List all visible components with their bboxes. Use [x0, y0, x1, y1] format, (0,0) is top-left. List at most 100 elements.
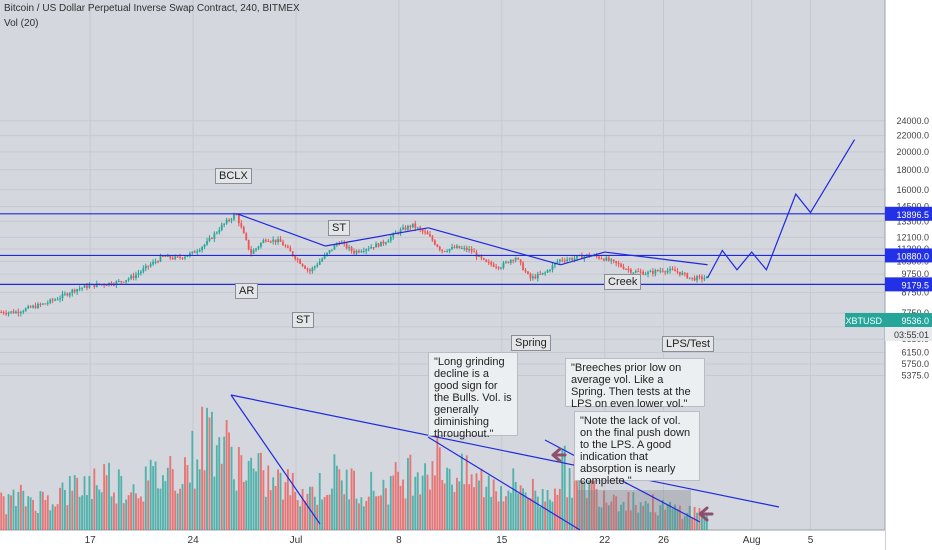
level-label-10880-bg [885, 248, 932, 263]
volume-bar [507, 490, 510, 530]
candle-body [139, 271, 142, 274]
volume-bar [389, 476, 392, 530]
candle-body [274, 239, 277, 243]
candle-body [431, 236, 434, 241]
candle-body [142, 268, 145, 272]
candle-body [652, 270, 654, 274]
volume-bar [541, 489, 544, 530]
volume-bar [110, 496, 113, 530]
candle-body [524, 270, 527, 272]
candle-body [350, 247, 353, 251]
candle-body [421, 229, 424, 232]
candle-body [409, 225, 412, 228]
candle-body [370, 247, 373, 249]
candle-body [627, 268, 630, 270]
volume-bar [61, 482, 64, 530]
candle-body [495, 266, 498, 268]
candle-body [389, 236, 392, 241]
countdown-label-bg [885, 327, 932, 341]
candle-body [164, 255, 167, 257]
volume-bar [225, 420, 228, 530]
volume-bar [377, 495, 380, 530]
candle-body [625, 268, 627, 270]
volume-bar [73, 475, 76, 530]
volume-bar [139, 496, 142, 530]
candle-body [269, 241, 272, 243]
volume-bar [250, 457, 253, 530]
candle-body [318, 261, 321, 265]
candle-body [634, 271, 637, 273]
volume-bar [59, 487, 61, 530]
candle-body [554, 263, 556, 266]
candle-body [132, 275, 135, 279]
volume-bar [105, 475, 108, 530]
candle-body [2, 312, 5, 314]
candle-body [301, 263, 304, 267]
y-tick-label: 6150.0 [901, 348, 929, 358]
candle-body [563, 260, 566, 262]
volume-bar [382, 479, 385, 530]
volume-bar [392, 475, 395, 530]
candle-body [54, 299, 57, 301]
candle-body [514, 257, 517, 261]
candle-body [458, 245, 461, 249]
volume-bar [345, 469, 348, 530]
candle-body [230, 219, 233, 221]
volume-bar [343, 494, 346, 530]
candle-body [309, 269, 311, 272]
candle-body [321, 258, 324, 262]
volume-bar [12, 489, 15, 530]
level-label-13896: 13896.5 [896, 210, 929, 220]
volume-bar [130, 492, 132, 530]
candle-body [402, 227, 404, 230]
volume-bar [539, 507, 542, 530]
candle-body [600, 258, 603, 260]
candle-body [355, 250, 358, 254]
volume-bar [578, 470, 581, 530]
volume-bar [7, 494, 10, 530]
volume-bar [29, 497, 32, 530]
volume-bar [181, 484, 184, 530]
volume-bar [568, 467, 571, 530]
volume-bar [299, 506, 302, 530]
candle-body [534, 276, 537, 279]
volume-bar [252, 468, 255, 530]
volume-bar [482, 497, 485, 530]
volume-bar [664, 509, 667, 530]
volume-bar [257, 453, 260, 530]
candle-body [51, 299, 54, 301]
candle-body [95, 283, 98, 287]
candle-body [233, 214, 235, 220]
volume-bar [590, 479, 593, 530]
volume-bar [549, 499, 551, 530]
volume-bar [399, 485, 402, 530]
volume-bar [605, 502, 608, 530]
volume-bar [240, 455, 243, 530]
volume-bar [544, 501, 547, 530]
candle-body [617, 263, 620, 265]
candle-body [505, 261, 507, 263]
volume-bar [468, 484, 471, 530]
candle-body [296, 259, 299, 261]
volume-bar [460, 453, 463, 530]
candle-body [566, 259, 569, 262]
volume-bar [573, 459, 576, 530]
candle-body [76, 289, 79, 292]
volume-bar [56, 504, 59, 530]
candle-body [316, 264, 319, 267]
volume-bar [274, 485, 277, 530]
volume-bar [446, 467, 449, 530]
volume-bar [593, 473, 596, 530]
volume-bar [17, 491, 20, 530]
volume-bar [414, 476, 417, 530]
candle-body [19, 312, 22, 314]
candle-body [517, 257, 520, 260]
candle-body [637, 271, 640, 273]
note-lack-of-vol: "Note the lack of vol. on the final push… [574, 411, 700, 487]
candle-body [64, 293, 66, 295]
volume-bar [242, 481, 245, 530]
candle-body [480, 255, 483, 259]
volume-bar [448, 468, 451, 530]
